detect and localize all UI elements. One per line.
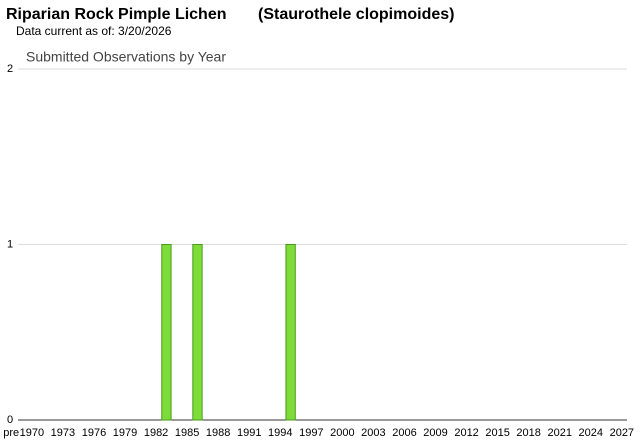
x-tick-label: 2024 bbox=[579, 427, 603, 439]
x-tick-label: 1973 bbox=[51, 427, 75, 439]
x-tick-label: 1982 bbox=[144, 427, 168, 439]
x-tick-label: 1976 bbox=[82, 427, 106, 439]
x-tick-label: 2027 bbox=[610, 427, 634, 439]
x-tick-label: 1970 bbox=[20, 427, 44, 439]
y-tick-label: 2 bbox=[7, 63, 13, 75]
x-tick-label: 1988 bbox=[206, 427, 230, 439]
x-tick-label: 2000 bbox=[330, 427, 354, 439]
y-tick-label: 0 bbox=[7, 414, 13, 426]
x-tick-label: 1994 bbox=[268, 427, 292, 439]
bar bbox=[285, 244, 296, 421]
x-tick-label: 1979 bbox=[113, 427, 137, 439]
x-tick-label: 2009 bbox=[423, 427, 447, 439]
x-tick-label: 1997 bbox=[299, 427, 323, 439]
x-tick-label: 2021 bbox=[547, 427, 571, 439]
scientific-name: (Staurothele clopimoides) bbox=[258, 6, 454, 23]
x-tick-label: 2003 bbox=[361, 427, 385, 439]
y-tick-label: 1 bbox=[7, 238, 13, 250]
chart-title: Submitted Observations by Year bbox=[26, 49, 226, 65]
bar bbox=[161, 244, 172, 421]
x-tick-label: 2018 bbox=[516, 427, 540, 439]
species-name: Riparian Rock Pimple Lichen bbox=[6, 6, 227, 23]
x-tick-label: 1991 bbox=[237, 427, 261, 439]
x-tick-label: 2015 bbox=[485, 427, 509, 439]
x-tick-label: pre bbox=[3, 427, 19, 439]
data-date: Data current as of: 3/20/2026 bbox=[16, 24, 172, 38]
x-tick-label: 2012 bbox=[454, 427, 478, 439]
x-tick-label: 2006 bbox=[392, 427, 416, 439]
bar bbox=[192, 244, 203, 421]
x-tick-label: 1985 bbox=[175, 427, 199, 439]
